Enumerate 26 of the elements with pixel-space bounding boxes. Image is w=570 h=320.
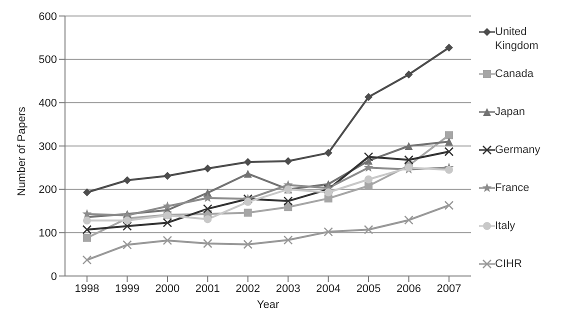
y-tick-label: 200 — [38, 184, 57, 196]
x-tick-label: 2000 — [155, 282, 180, 295]
y-tick-label: 500 — [38, 54, 57, 66]
x-tick-label: 2002 — [236, 282, 260, 295]
x-tick-label: 2007 — [436, 282, 462, 295]
x-tick-label: 1999 — [114, 282, 140, 295]
legend-label: CIHR — [495, 257, 522, 271]
legend-label: Italy — [495, 219, 516, 233]
y-tick-label: 100 — [38, 228, 57, 240]
y-tick-label: 300 — [38, 140, 57, 153]
x-tick-label: 2004 — [316, 282, 341, 295]
x-tick-label: 2003 — [276, 282, 300, 295]
y-axis-title: Number of Papers — [16, 106, 28, 196]
x-tick-label: 1998 — [74, 282, 100, 295]
y-tick-label: 400 — [38, 98, 57, 110]
legend-label: United Kingdom — [495, 25, 540, 53]
x-tick-label: 2001 — [195, 282, 220, 295]
y-tick-label: 600 — [38, 10, 57, 23]
legend-label: Germany — [495, 143, 540, 157]
legend-label: France — [495, 181, 530, 195]
y-tick-label: 0 — [50, 270, 57, 283]
x-axis-title: Year — [256, 299, 280, 311]
x-tick-label: 2006 — [396, 282, 422, 295]
legend-label: Japan — [495, 105, 525, 119]
legend-label: Canada — [495, 67, 534, 81]
x-tick-label: 2005 — [356, 282, 381, 295]
